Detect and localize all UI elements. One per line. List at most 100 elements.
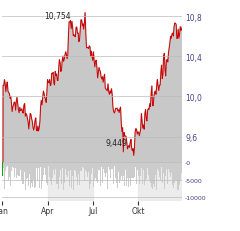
Bar <box>119 163 120 183</box>
Bar <box>27 163 28 178</box>
Bar <box>96 163 97 183</box>
Bar <box>98 163 99 170</box>
Bar <box>60 163 61 170</box>
Bar <box>159 163 160 178</box>
Bar <box>35 163 36 168</box>
Bar <box>48 162 93 201</box>
Bar <box>137 163 138 171</box>
Bar <box>69 163 70 186</box>
Bar <box>72 163 73 176</box>
Bar <box>122 163 123 181</box>
Bar <box>41 163 42 189</box>
Bar <box>149 163 150 180</box>
Bar <box>181 163 182 173</box>
Bar <box>73 163 74 190</box>
Bar <box>13 163 14 169</box>
Bar <box>153 163 154 185</box>
Bar <box>169 163 170 182</box>
Bar <box>93 163 94 187</box>
Bar <box>31 163 32 183</box>
Bar <box>54 163 55 175</box>
Bar <box>179 163 180 185</box>
Bar <box>176 163 177 180</box>
Bar <box>167 163 168 183</box>
Bar <box>75 163 76 171</box>
Bar <box>142 163 143 184</box>
Bar <box>23 163 24 184</box>
Bar <box>7 163 8 166</box>
Bar <box>45 163 46 176</box>
Bar <box>143 163 144 170</box>
Bar <box>12 163 13 167</box>
Bar <box>82 163 83 168</box>
Bar <box>46 163 47 183</box>
Bar <box>55 163 56 170</box>
Bar <box>175 163 176 181</box>
Bar <box>92 163 93 168</box>
Bar <box>139 163 140 184</box>
Bar <box>36 163 37 169</box>
Bar <box>102 163 103 183</box>
Bar <box>85 163 86 170</box>
Bar <box>131 163 132 178</box>
Bar <box>107 163 108 189</box>
Bar <box>52 163 53 179</box>
Bar <box>127 163 128 178</box>
Bar <box>140 163 141 176</box>
Bar <box>144 163 145 190</box>
Bar <box>173 163 174 188</box>
Bar <box>154 163 155 187</box>
Bar <box>2 163 3 176</box>
Bar <box>9 163 10 177</box>
Bar <box>109 163 110 170</box>
Bar <box>83 163 84 168</box>
Bar <box>64 163 65 183</box>
Bar <box>21 163 22 180</box>
Bar <box>114 163 115 167</box>
Bar <box>168 163 169 170</box>
Bar <box>95 163 96 178</box>
Bar <box>37 163 38 182</box>
Bar <box>120 163 121 181</box>
Bar <box>65 163 66 169</box>
Bar <box>180 163 181 180</box>
Bar <box>61 163 62 185</box>
Bar <box>51 163 52 185</box>
Bar <box>59 163 60 178</box>
Bar <box>15 163 16 168</box>
Bar <box>151 163 152 187</box>
Bar <box>121 163 122 176</box>
Bar <box>11 163 12 171</box>
Bar <box>66 163 67 175</box>
Bar <box>10 163 11 186</box>
Bar <box>26 163 27 179</box>
Bar <box>90 163 91 185</box>
Bar <box>87 163 88 177</box>
Bar <box>164 163 165 189</box>
Bar <box>161 163 162 167</box>
Bar <box>86 163 87 172</box>
Bar <box>117 163 118 188</box>
Bar <box>105 163 106 177</box>
Bar <box>20 163 21 170</box>
Bar <box>63 163 64 190</box>
Bar <box>171 163 172 174</box>
Bar <box>44 163 45 169</box>
Bar <box>32 163 33 187</box>
Bar <box>148 163 149 176</box>
Bar <box>14 163 15 178</box>
Bar <box>67 163 68 178</box>
Bar <box>29 163 30 174</box>
Bar <box>19 163 20 176</box>
Bar <box>84 163 85 181</box>
Bar <box>5 163 6 172</box>
Bar <box>68 163 69 171</box>
Bar <box>71 163 72 188</box>
Bar <box>50 163 51 182</box>
Bar <box>30 163 31 176</box>
Bar <box>115 163 116 179</box>
Bar <box>132 163 133 179</box>
Bar <box>39 163 40 188</box>
Bar <box>145 163 146 181</box>
Bar <box>78 163 79 179</box>
